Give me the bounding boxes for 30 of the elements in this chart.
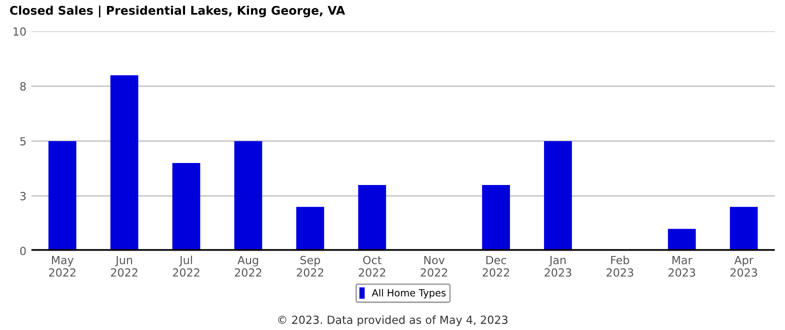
- y-tick-label: 5: [20, 137, 26, 146]
- x-tick-label: May 2022: [49, 256, 76, 277]
- bar: [296, 206, 324, 251]
- x-tick-label: Mar 2023: [668, 256, 696, 277]
- x-tick-label: Oct 2022: [358, 256, 386, 277]
- chart-title: Closed Sales | Presidential Lakes, King George, VA: [10, 6, 346, 18]
- bar: [668, 228, 696, 251]
- bar: [482, 184, 510, 251]
- y-tick-label: 0: [20, 246, 26, 256]
- x-tick-label: Apr 2023: [730, 256, 758, 277]
- bar: [730, 206, 758, 251]
- bar: [48, 141, 76, 251]
- bar: [234, 141, 262, 251]
- x-tick-label: Jan 2023: [544, 256, 572, 277]
- bar: [172, 163, 200, 251]
- x-tick-label: Sep 2022: [296, 256, 324, 277]
- legend-label: All Home Types: [372, 288, 446, 298]
- bar: [544, 141, 572, 251]
- y-tick-label: 8: [20, 82, 26, 91]
- x-tick-label: Jul 2022: [172, 256, 200, 277]
- y-tick-label: 3: [20, 192, 26, 200]
- y-tick-label: 10: [14, 27, 26, 36]
- x-tick-label: Nov 2022: [420, 256, 448, 277]
- bar: [110, 75, 138, 251]
- x-tick-label: Aug 2022: [234, 256, 262, 277]
- x-tick-label: Jun 2022: [111, 256, 138, 277]
- x-tick-label: Dec 2022: [482, 256, 510, 277]
- x-tick-label: Feb 2023: [606, 256, 634, 277]
- bar: [358, 184, 386, 251]
- text: © 2023. Data provided as of May 4, 2023: [278, 315, 508, 326]
